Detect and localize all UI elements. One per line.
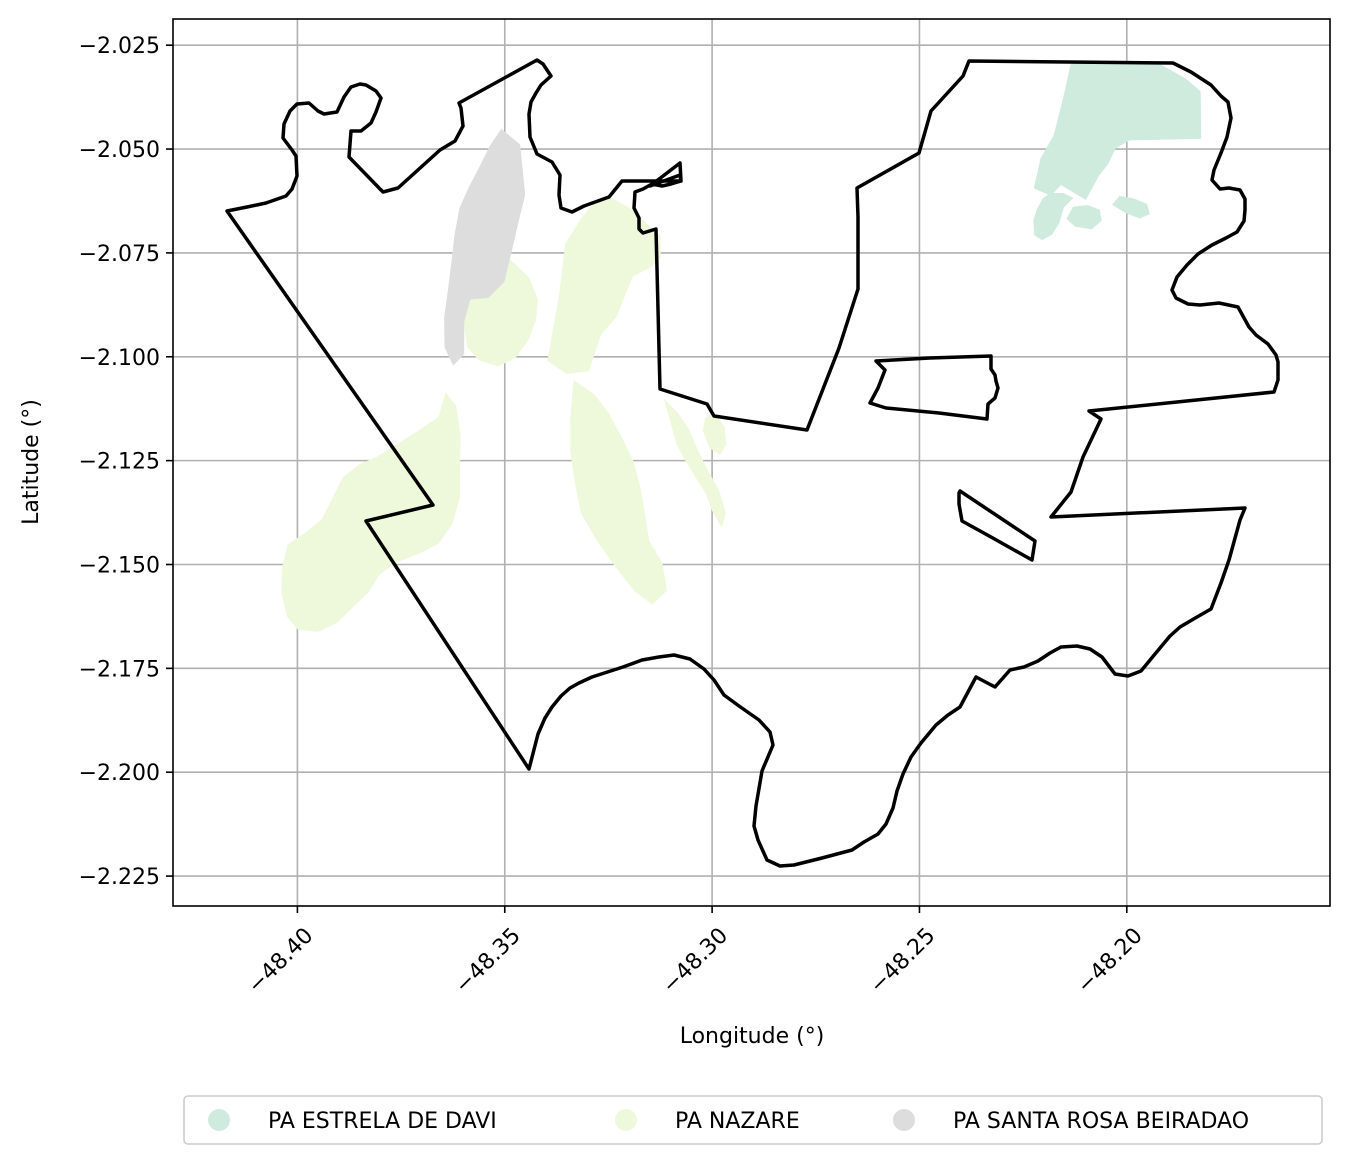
legend-label-santa-rosa-beiradao: PA SANTA ROSA BEIRADAO [953, 1109, 1249, 1134]
y-axis-title: Latitude (°) [19, 399, 44, 525]
parcel-pa-santa-rosa-beiradao [444, 128, 526, 366]
y-tick-label-4: −2.125 [79, 450, 160, 475]
legend-label-estrela-de-davi: PA ESTRELA DE DAVI [268, 1109, 497, 1134]
y-tick-label-7: −2.200 [79, 761, 160, 786]
parcel-pa-estrela-de-davi-polygon-2 [1066, 204, 1102, 230]
y-tick-label-2: −2.075 [79, 242, 160, 267]
parcel-pa-nazare-polygon-5 [702, 412, 727, 456]
axes-frame [172, 18, 1331, 907]
parcel-pa-santa-rosa-beiradao-polygon-0 [444, 128, 526, 366]
x-tick-label-4: −48.20 [1073, 923, 1148, 998]
parcel-fills [281, 63, 1202, 632]
legend-marker-nazare [615, 1109, 637, 1131]
parcel-pa-nazare-polygon-0 [547, 197, 661, 374]
boundary-outline-hole-2 [957, 489, 1037, 562]
parcel-pa-nazare-polygon-3 [570, 380, 668, 605]
legend-marker-santa-rosa-beiradao [893, 1109, 915, 1131]
y-tick-label-1: −2.050 [79, 138, 160, 163]
parcel-pa-estrela-de-davi [1033, 63, 1202, 241]
y-tick-label-6: −2.175 [79, 657, 160, 682]
x-axis-ticks: −48.40 −48.35 −48.30 −48.25 −48.20 [243, 906, 1148, 999]
plot-area-border [172, 18, 1331, 907]
legend: PA ESTRELA DE DAVI PA NAZARE PA SANTA RO… [183, 1095, 1323, 1145]
y-tick-label-8: −2.225 [79, 865, 160, 890]
parcel-pa-estrela-de-davi-polygon-1 [1033, 193, 1074, 241]
gridlines [173, 19, 1330, 906]
x-tick-label-1: −48.35 [450, 923, 525, 998]
x-tick-label-3: −48.25 [865, 923, 940, 998]
x-tick-label-2: −48.30 [658, 923, 733, 998]
parcel-pa-estrela-de-davi-polygon-3 [1111, 195, 1150, 219]
municipality-boundary [225, 58, 1280, 868]
y-tick-label-0: −2.025 [79, 34, 160, 59]
legend-frame [183, 1095, 1323, 1145]
legend-marker-estrela-de-davi [208, 1109, 230, 1131]
parcel-pa-estrela-de-davi-polygon-0 [1033, 63, 1202, 200]
boundary-outline-hole-1 [868, 354, 1000, 421]
parcel-pa-nazare [281, 197, 727, 632]
y-tick-label-3: −2.100 [79, 346, 160, 371]
y-tick-label-5: −2.150 [79, 553, 160, 578]
boundary-outline-main [225, 58, 1280, 868]
y-axis-ticks: −2.025 −2.050 −2.075 −2.100 −2.125 −2.150 −2.1… [79, 34, 173, 890]
x-axis-title: Longitude (°) [680, 1024, 825, 1049]
legend-label-nazare: PA NAZARE [675, 1109, 800, 1134]
parcel-pa-nazare-polygon-4 [663, 398, 726, 528]
parcel-pa-nazare-polygon-1 [281, 392, 461, 632]
x-tick-label-0: −48.40 [243, 923, 318, 998]
